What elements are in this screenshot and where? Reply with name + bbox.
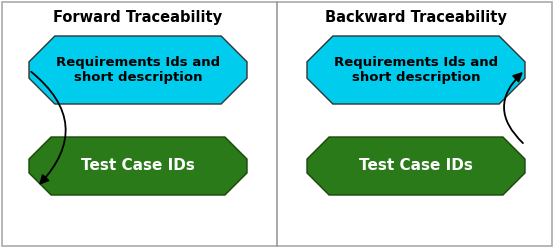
- Text: Test Case IDs: Test Case IDs: [81, 158, 195, 174]
- FancyArrowPatch shape: [31, 72, 66, 184]
- Polygon shape: [307, 137, 525, 195]
- Text: Backward Traceability: Backward Traceability: [325, 10, 507, 25]
- Polygon shape: [29, 137, 247, 195]
- Text: Requirements Ids and
short description: Requirements Ids and short description: [334, 56, 498, 84]
- Text: Forward Traceability: Forward Traceability: [53, 10, 223, 25]
- Text: Requirements Ids and
short description: Requirements Ids and short description: [56, 56, 220, 84]
- FancyArrowPatch shape: [504, 73, 523, 143]
- Polygon shape: [29, 36, 247, 104]
- Polygon shape: [307, 36, 525, 104]
- Text: Test Case IDs: Test Case IDs: [359, 158, 473, 174]
